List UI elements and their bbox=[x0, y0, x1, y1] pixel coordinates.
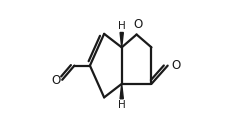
Polygon shape bbox=[120, 32, 123, 47]
Text: O: O bbox=[133, 18, 142, 31]
Text: O: O bbox=[172, 59, 181, 72]
Polygon shape bbox=[120, 84, 123, 99]
Text: H: H bbox=[118, 21, 126, 31]
Text: H: H bbox=[118, 100, 126, 110]
Text: O: O bbox=[51, 74, 60, 87]
